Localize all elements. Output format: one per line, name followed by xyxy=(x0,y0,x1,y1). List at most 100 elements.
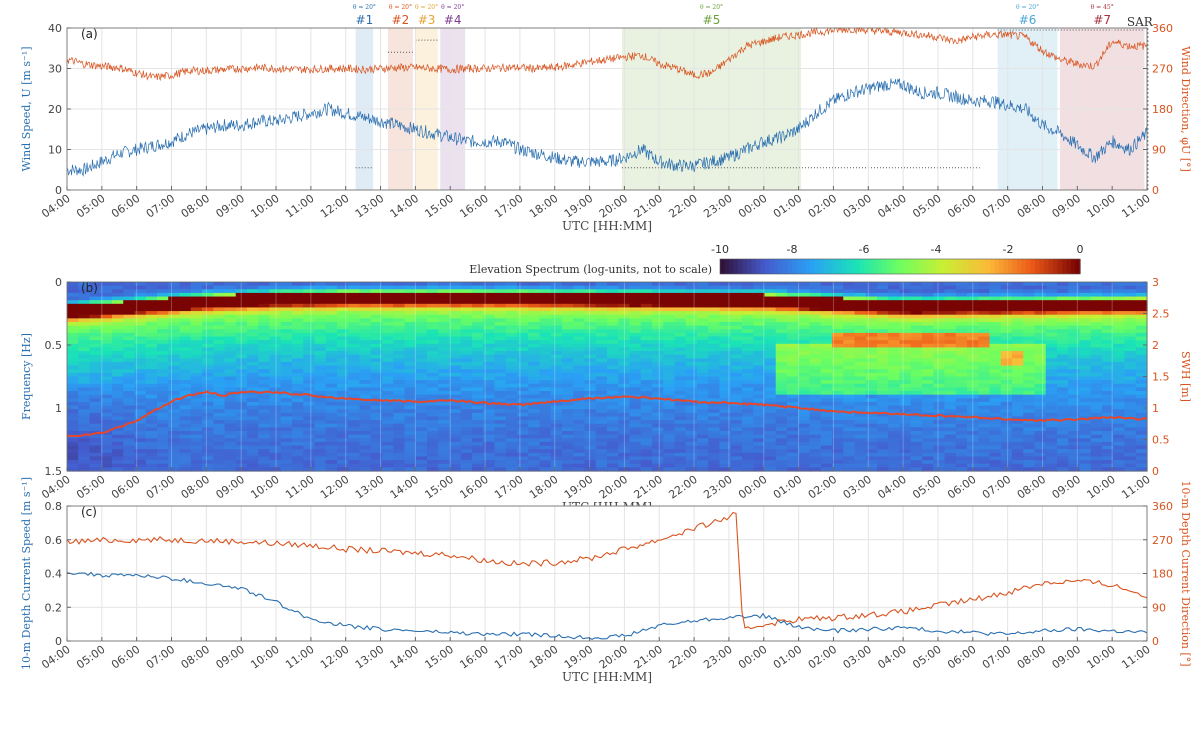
heatmap-cell xyxy=(933,285,946,290)
heatmap-cell xyxy=(775,314,788,319)
heatmap-cell xyxy=(348,351,361,356)
heatmap-cell xyxy=(1090,452,1103,458)
heatmap-cell xyxy=(888,300,901,305)
heatmap-cell xyxy=(832,405,844,410)
heatmap-cell xyxy=(1057,401,1069,407)
heatmap-cell xyxy=(674,325,687,330)
heatmap-cell xyxy=(753,336,766,341)
heatmap-cell xyxy=(899,391,912,396)
heatmap-cell xyxy=(382,380,394,385)
heatmap-cell xyxy=(607,420,619,425)
heatmap-cell xyxy=(674,452,687,458)
heatmap-cell xyxy=(944,285,957,290)
heatmap-cell xyxy=(809,285,822,290)
heatmap-cell xyxy=(1090,343,1103,349)
heatmap-cell xyxy=(967,420,979,425)
heatmap-cell xyxy=(325,391,338,396)
heatmap-cell xyxy=(640,358,653,363)
heatmap-cell xyxy=(832,332,844,338)
heatmap-cell xyxy=(978,452,991,458)
heatmap-cell xyxy=(663,311,676,316)
heatmap-cell xyxy=(730,427,743,432)
heatmap-cell xyxy=(325,311,338,316)
heatmap-cell xyxy=(449,438,462,443)
heatmap-cell xyxy=(190,463,203,468)
heatmap-cell xyxy=(235,423,248,428)
heatmap-cell xyxy=(629,438,642,443)
heatmap-cell xyxy=(213,372,226,378)
heatmap-cell xyxy=(1068,467,1081,472)
heatmap-cell xyxy=(753,405,766,410)
heatmap-cell xyxy=(1000,321,1013,327)
heatmap-cell xyxy=(1068,398,1081,403)
heatmap-cell xyxy=(1034,292,1047,298)
heatmap-cell xyxy=(955,441,968,447)
heatmap-cell xyxy=(382,292,394,298)
heatmap-cell xyxy=(224,372,237,378)
heatmap-cell xyxy=(584,383,597,388)
heatmap-cell xyxy=(843,441,856,447)
heatmap-cell xyxy=(415,431,428,436)
heatmap-cell xyxy=(78,412,91,418)
heatmap-cell xyxy=(1068,401,1081,407)
heatmap-cell xyxy=(910,361,923,367)
heatmap-cell xyxy=(550,434,563,439)
heatmap-cell xyxy=(922,369,934,374)
heatmap-cell xyxy=(1000,336,1013,341)
heatmap-cell xyxy=(1045,394,1058,399)
heatmap-cell xyxy=(494,467,507,472)
heatmap-cell xyxy=(607,405,619,410)
event-label-5: #5 xyxy=(703,13,721,27)
heatmap-cell xyxy=(573,321,586,327)
heatmap-cell xyxy=(888,383,901,388)
heatmap-cell xyxy=(753,347,766,352)
heatmap-cell xyxy=(67,372,79,378)
heatmap-cell xyxy=(584,369,597,374)
heatmap-cell xyxy=(1079,329,1092,334)
heatmap-cell xyxy=(663,427,676,432)
heatmap-cell xyxy=(922,376,934,381)
heatmap-cell xyxy=(944,441,957,447)
heatmap-cell xyxy=(415,405,428,410)
heatmap-cell xyxy=(764,427,777,432)
heatmap-cell xyxy=(269,340,282,345)
heatmap-cell xyxy=(528,292,541,298)
heatmap-cell xyxy=(67,394,79,399)
heatmap-cell xyxy=(775,449,788,454)
heatmap-cell xyxy=(168,311,181,316)
heatmap-cell xyxy=(775,438,788,443)
heatmap-cell xyxy=(708,409,721,414)
heatmap-cell xyxy=(292,420,304,425)
heatmap-cell xyxy=(1000,340,1013,345)
heatmap-cell xyxy=(145,303,158,309)
heatmap-cell xyxy=(348,311,361,316)
heatmap-cell xyxy=(314,285,327,290)
heatmap-cell xyxy=(922,372,934,378)
heatmap-cell xyxy=(573,380,586,385)
heatmap-cell xyxy=(494,409,507,414)
heatmap-cell xyxy=(337,314,349,319)
heatmap-cell xyxy=(438,343,451,349)
heatmap-cell xyxy=(67,398,79,403)
heatmap-cell xyxy=(449,420,462,425)
heatmap-cell xyxy=(202,449,214,454)
heatmap-cell xyxy=(550,372,563,378)
heatmap-cell xyxy=(427,314,439,319)
heatmap-cell xyxy=(112,394,124,399)
heatmap-cell xyxy=(652,401,664,407)
heatmap-cell xyxy=(967,409,979,414)
heatmap-cell xyxy=(123,383,136,388)
heatmap-cell xyxy=(123,372,136,378)
heatmap-cell xyxy=(427,329,439,334)
heatmap-cell xyxy=(1102,387,1114,392)
heatmap-cell xyxy=(348,423,361,428)
heatmap-cell xyxy=(247,321,259,327)
heatmap-cell xyxy=(370,296,383,301)
heatmap-cell xyxy=(112,427,124,432)
heatmap-cell xyxy=(730,391,743,396)
heatmap-cell xyxy=(483,394,496,399)
heatmap-cell xyxy=(865,332,878,338)
heatmap-cell xyxy=(100,456,113,461)
heatmap-cell xyxy=(427,318,439,323)
heatmap-cell xyxy=(505,321,518,327)
